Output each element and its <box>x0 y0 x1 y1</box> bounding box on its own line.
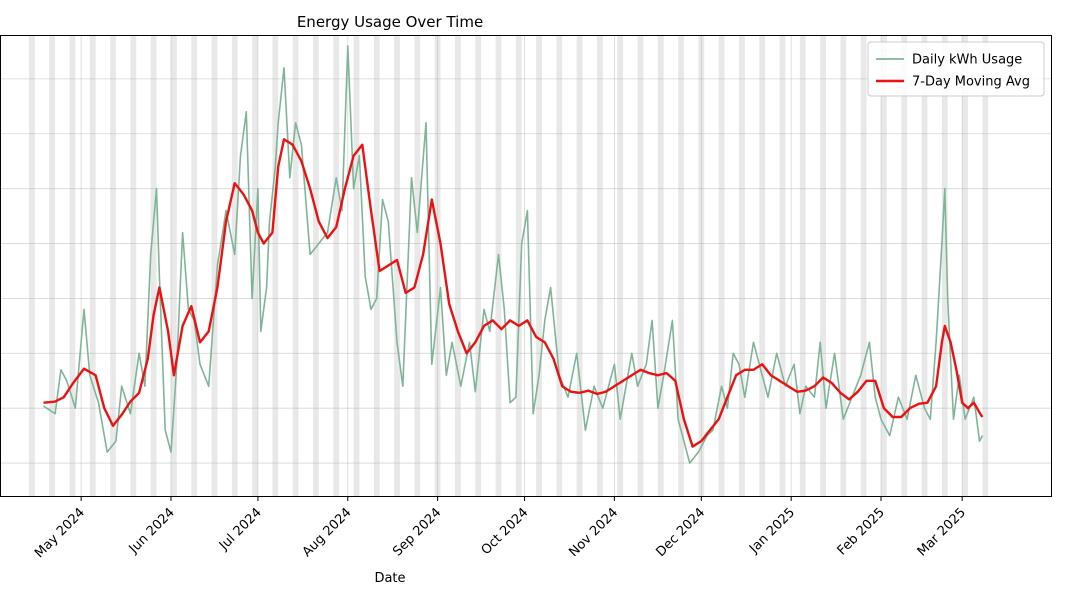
x-tick-label: Mar 2025 <box>915 505 969 559</box>
weekend-band <box>840 35 847 496</box>
plot-area <box>0 35 1052 497</box>
legend-box <box>867 41 1045 97</box>
weekend-band <box>515 35 522 496</box>
weekend-band <box>373 35 380 496</box>
legend-entries: Daily kWh Usage 7-Day Moving Avg <box>876 53 1030 90</box>
weekend-band <box>962 35 968 496</box>
weekend-band <box>860 35 867 496</box>
weekend-band <box>89 35 96 496</box>
grid-lines <box>0 35 1052 496</box>
weekend-band <box>759 35 766 496</box>
weekend-band <box>394 35 400 496</box>
plot-frame <box>0 35 1052 497</box>
weekend-band <box>333 35 340 496</box>
weekend-band <box>150 35 157 496</box>
x-tick-label: Jun 2024 <box>126 505 178 557</box>
weekend-band <box>576 35 583 496</box>
series-layer <box>43 45 984 464</box>
weekend-band <box>739 35 745 496</box>
x-tick-label: Feb 2025 <box>835 505 888 558</box>
weekend-band <box>414 35 421 496</box>
weekend-band <box>678 35 684 496</box>
weekend-band <box>637 35 644 496</box>
weekend-band <box>779 35 786 496</box>
weekend-band <box>454 35 461 496</box>
x-axis: May 2024 Jun 2024 Jul 2024 Aug 2024 Sep 2024… <box>32 496 969 561</box>
x-tick-label: Sep 2024 <box>390 505 444 559</box>
legend-label: Daily kWh Usage <box>912 53 1022 68</box>
weekend-band <box>718 35 725 496</box>
weekend-band <box>799 35 806 496</box>
x-tick-label: Jan 2025 <box>746 505 798 557</box>
weekend-band <box>982 35 989 496</box>
weekend-band <box>110 35 116 496</box>
legend: Daily kWh Usage 7-Day Moving Avg <box>867 41 1045 97</box>
series-line-moving-avg <box>43 138 984 448</box>
weekend-band <box>495 35 502 496</box>
weekend-band <box>28 35 35 496</box>
x-axis-title: Date <box>374 571 405 586</box>
weekend-band <box>881 35 887 496</box>
weekend-band <box>252 35 258 496</box>
weekend-band <box>353 35 360 496</box>
legend-label: 7-Day Moving Avg <box>912 75 1030 90</box>
weekend-band <box>130 35 137 496</box>
weekend-band <box>597 35 603 496</box>
weekend-band <box>901 35 908 496</box>
weekend-band <box>272 35 279 496</box>
x-tick-label: Dec 2024 <box>653 505 708 560</box>
weekend-band <box>49 35 56 496</box>
weekend-band <box>556 35 563 496</box>
x-tick-label: Nov 2024 <box>566 505 621 560</box>
weekend-band <box>820 35 826 496</box>
weekend-band <box>312 35 319 496</box>
weekend-band <box>211 35 218 496</box>
weekend-band <box>921 35 928 496</box>
series-line-daily-kwh <box>43 45 984 464</box>
weekend-band <box>941 35 948 496</box>
x-tick-label: May 2024 <box>32 505 88 561</box>
weekend-band <box>231 35 238 496</box>
weekend-band <box>657 35 664 496</box>
weekend-band <box>69 35 76 496</box>
weekend-band <box>536 35 542 496</box>
weekend-band <box>292 35 299 496</box>
x-tick-label: Aug 2024 <box>300 505 355 560</box>
weekend-band <box>191 35 198 496</box>
chart-title: Energy Usage Over Time <box>297 13 483 31</box>
weekend-band <box>475 35 482 496</box>
x-tick-label: Jul 2024 <box>216 505 265 554</box>
weekend-band <box>170 35 177 496</box>
weekend-band <box>617 35 624 496</box>
x-tick-label: Oct 2024 <box>479 505 532 558</box>
